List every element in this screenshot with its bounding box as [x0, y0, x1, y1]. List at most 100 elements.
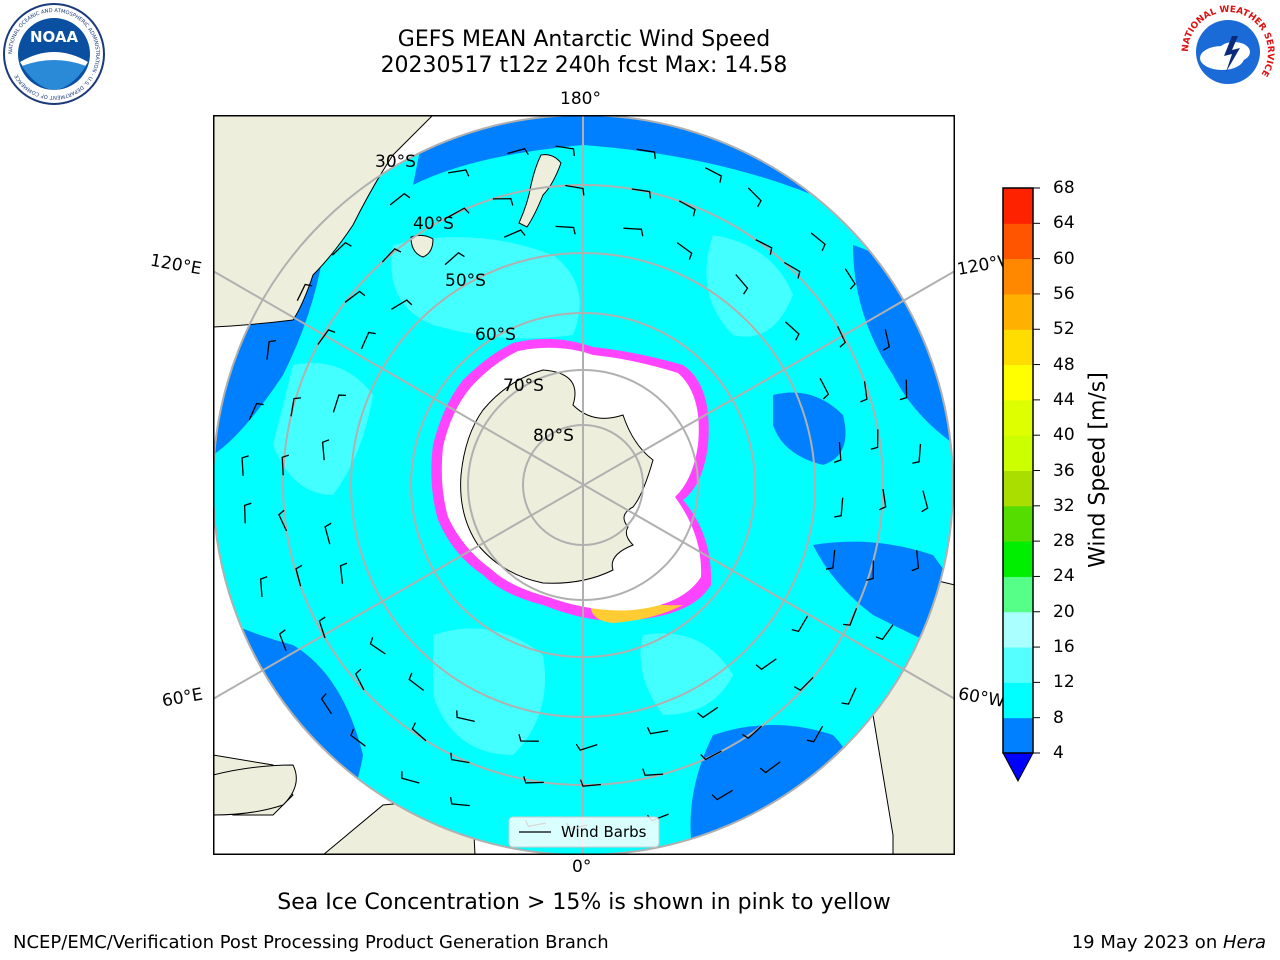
wind-barb [518, 734, 539, 742]
colorbar-segment [1003, 541, 1033, 577]
wind-barb [791, 615, 809, 633]
colorbar-tick-label: 20 [1053, 601, 1075, 622]
wind-barb [259, 576, 268, 598]
wind-barb [793, 676, 814, 692]
colorbar-tick-label: 68 [1053, 178, 1075, 198]
wind-barb [295, 564, 303, 587]
wind-barb [447, 169, 470, 177]
colorbar-title: Wind Speed [m/s] [1085, 372, 1111, 568]
wind-barb [912, 443, 922, 464]
wind-barb [401, 771, 420, 784]
colorbar-segment [1003, 647, 1033, 683]
footer-credit: NCEP/EMC/Verification Post Processing Pr… [13, 932, 609, 953]
wind-barb [503, 229, 526, 238]
colorbar-segment [1003, 188, 1033, 224]
chart-title: GEFS MEAN Antarctic Wind Speed [397, 27, 771, 52]
wind-barb [819, 377, 830, 400]
lon-label-60e: 60°E [160, 684, 205, 712]
svg-text:Wind Barbs: Wind Barbs [561, 823, 647, 841]
wind-barb [755, 658, 777, 671]
lon-label-60w: 60°W [956, 684, 1007, 712]
colorbar-segment [1003, 399, 1033, 436]
colorbar-segment [1003, 682, 1033, 719]
graticule [213, 115, 955, 855]
wind-barb [449, 796, 470, 807]
wind-barb [623, 227, 644, 237]
wind-barb [350, 728, 366, 747]
wind-barb [841, 687, 857, 705]
polar-map: Wind Barbs 30°S 40°S 50°S 60°S 70°S 80°S [213, 115, 955, 855]
colorbar [1002, 187, 1040, 783]
wind-barb [810, 232, 826, 251]
colorbar-tick-label: 16 [1053, 637, 1075, 658]
wind-barb [354, 668, 365, 691]
wind-barb [248, 402, 264, 421]
colorbar-tick-label: 8 [1053, 707, 1064, 728]
lat-label-80s: 80°S [533, 426, 574, 446]
wind-barb [825, 550, 836, 570]
colorbar-segment [1003, 293, 1033, 330]
wind-barb [321, 439, 330, 461]
chart-subtitle: 20230517 t12z 240h fcst Max: 14.58 [380, 53, 788, 78]
colorbar-segment [1003, 470, 1033, 507]
colorbar-tick-label: 48 [1053, 354, 1075, 375]
lon-label-0: 0° [572, 857, 592, 877]
wind-barb [631, 188, 652, 199]
lat-label-70s: 70°S [503, 376, 544, 396]
wind-barb [411, 722, 427, 742]
wind-barb [332, 394, 346, 413]
colorbar-tick-label: 24 [1053, 566, 1075, 587]
low-wind-region [813, 541, 953, 655]
moderate-wind-region [433, 628, 545, 755]
wind-barb [381, 247, 402, 263]
lat-label-30s: 30°S [375, 152, 416, 172]
low-wind-region [773, 392, 846, 465]
wind-barb [911, 550, 920, 572]
wind-barb [870, 429, 879, 450]
colorbar-tick-label: 44 [1053, 389, 1075, 410]
colorbar-tick-label: 36 [1053, 460, 1075, 481]
wind-barb [324, 522, 332, 545]
wind-barb [882, 329, 891, 351]
footer-date-text: 19 May 2023 on [1071, 932, 1223, 953]
wind-barb [369, 637, 386, 655]
wind-barb [450, 752, 470, 764]
colorbar-tick-label: 56 [1053, 283, 1075, 304]
wind-barb [408, 672, 424, 691]
colorbar-segment [1003, 505, 1033, 542]
wind-barb [278, 629, 287, 652]
wind-barb [523, 776, 544, 784]
moderate-wind-region [273, 363, 373, 495]
wind-barb [318, 616, 326, 639]
south-africa-land [213, 764, 297, 816]
wind-barb [711, 789, 733, 801]
wind-barb [456, 710, 475, 723]
wind-barb [642, 768, 664, 776]
colorbar-segment [1003, 258, 1033, 295]
colorbar-segment [1003, 364, 1033, 401]
wind-barb [317, 329, 336, 345]
wind-barb [266, 339, 277, 360]
wind-barb [448, 207, 470, 218]
svg-text:NOAA: NOAA [30, 28, 79, 46]
wind-barb [697, 706, 719, 719]
colorbar-segment [1003, 223, 1033, 260]
wind-barb [555, 225, 576, 235]
colorbar-extend-arrow [1002, 752, 1034, 783]
wind-barb [507, 147, 529, 156]
lon-label-180: 180° [560, 89, 601, 109]
tasmania-land [410, 234, 434, 258]
wind-barb [860, 381, 868, 403]
wind-barb [842, 608, 858, 626]
wind-barb [241, 455, 249, 476]
wind-barb [565, 184, 585, 196]
wind-barb [281, 454, 290, 476]
wind-barb [636, 148, 656, 160]
wind-barb [735, 274, 749, 295]
wind-barb [339, 562, 348, 584]
wind-barb [834, 497, 844, 518]
wind-barb [492, 198, 514, 206]
wind-barb [833, 442, 842, 464]
new-zealand-land [518, 154, 562, 228]
nws-logo: NATIONAL WEATHER SERVICE [1180, 4, 1276, 100]
